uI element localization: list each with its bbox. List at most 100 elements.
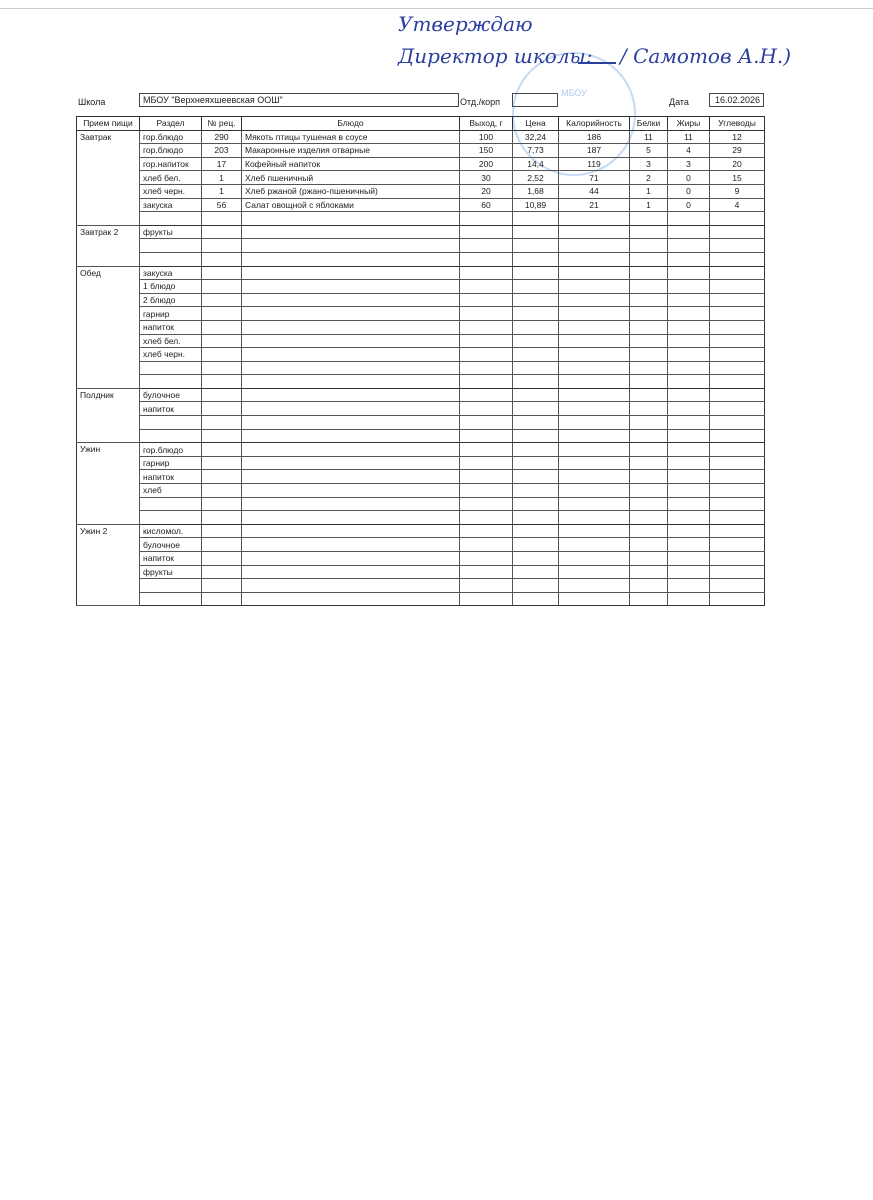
- approval-line1: Утверждаю: [398, 12, 533, 36]
- table-cell: [629, 442, 668, 457]
- table-cell: напиток: [139, 319, 202, 335]
- table-cell: [709, 211, 765, 226]
- table-cell: [512, 374, 559, 389]
- table-cell: [201, 442, 242, 457]
- table-cell: [241, 428, 460, 444]
- table-cell: [139, 428, 202, 444]
- table-cell: [201, 483, 242, 498]
- table-cell: [709, 238, 765, 253]
- table-cell: 150: [459, 143, 513, 158]
- table-cell: [512, 442, 559, 457]
- table-cell: [241, 306, 460, 321]
- table-cell: [667, 455, 710, 471]
- table-cell: [629, 510, 668, 525]
- table-cell: [241, 496, 460, 512]
- table-cell: [201, 306, 242, 321]
- table-cell: 21: [558, 197, 630, 213]
- table-cell: 187: [558, 143, 630, 158]
- table-cell: фрукты: [139, 564, 202, 580]
- table-cell: [241, 292, 460, 308]
- table-cell: [512, 333, 559, 349]
- table-row: [77, 238, 765, 253]
- table-cell: [667, 537, 710, 552]
- table-row: гарнир: [77, 306, 765, 321]
- table-cell: [629, 483, 668, 498]
- table-row: Завтрак гор.блюдо 290 Мякоть птицы тушеная …: [76, 129, 765, 226]
- table-row: [77, 428, 765, 444]
- table-cell: хлеб бел.: [139, 170, 202, 185]
- table-cell: [201, 319, 242, 335]
- table-cell: 1: [629, 197, 668, 213]
- table-cell: гарнир: [139, 306, 202, 321]
- table-cell: [459, 238, 513, 253]
- table-cell: [667, 591, 710, 607]
- table-cell: [201, 469, 242, 485]
- table-cell: [667, 238, 710, 253]
- director-signature: [578, 48, 616, 64]
- table-cell: [629, 211, 668, 226]
- meal-name: Полдник: [76, 387, 140, 444]
- table-cell: [558, 347, 630, 362]
- table-cell: [709, 333, 765, 349]
- table-cell: хлеб черн.: [139, 347, 202, 362]
- table-cell: булочное: [139, 387, 202, 403]
- table-cell: [629, 292, 668, 308]
- table-cell: [139, 510, 202, 525]
- table-cell: [201, 211, 242, 226]
- table-cell: [201, 496, 242, 512]
- table-cell: [558, 238, 630, 253]
- table-cell: 7,73: [512, 143, 559, 158]
- table-cell: [709, 496, 765, 512]
- table-cell: [512, 415, 559, 430]
- column-header: Блюдо: [241, 116, 460, 131]
- table-cell: [241, 415, 460, 430]
- date-label: Дата: [669, 97, 689, 107]
- table-cell: [558, 591, 630, 607]
- table-header: Прием пищи Раздел № рец. Блюдо Выход, г Цена К…: [76, 116, 765, 131]
- table-cell: [139, 238, 202, 253]
- table-cell: [667, 224, 710, 240]
- table-cell: [629, 496, 668, 512]
- table-cell: Салат овощной с яблоками: [241, 197, 460, 213]
- table-cell: [709, 428, 765, 444]
- table-cell: 56: [201, 197, 242, 213]
- table-row: [77, 211, 765, 226]
- table-cell: [459, 211, 513, 226]
- table-cell: [709, 374, 765, 389]
- table-cell: [558, 415, 630, 430]
- table-cell: [667, 306, 710, 321]
- table-cell: [459, 265, 513, 281]
- table-cell: [709, 292, 765, 308]
- table-cell: [629, 415, 668, 430]
- table-cell: [201, 238, 242, 253]
- table-cell: [558, 455, 630, 471]
- table-cell: 4: [667, 143, 710, 158]
- table-cell: [709, 551, 765, 566]
- table-cell: [558, 279, 630, 294]
- table-cell: 100: [459, 129, 513, 145]
- table-cell: 4: [709, 197, 765, 213]
- table-row: Обед закуска: [76, 265, 765, 389]
- table-cell: [512, 523, 559, 539]
- stamp-text: МБОУ: [561, 88, 587, 98]
- table-cell: [709, 265, 765, 281]
- table-cell: 1: [629, 183, 668, 199]
- table-cell: [201, 292, 242, 308]
- table-cell: 29: [709, 143, 765, 158]
- table-cell: [558, 265, 630, 281]
- table-cell: [241, 360, 460, 376]
- table-cell: [459, 347, 513, 362]
- table-row: Полдник булочное: [76, 387, 765, 444]
- table-cell: [459, 537, 513, 552]
- table-cell: [512, 279, 559, 294]
- table-cell: [667, 279, 710, 294]
- table-cell: [201, 279, 242, 294]
- table-cell: [139, 496, 202, 512]
- table-cell: [459, 374, 513, 389]
- table-cell: [709, 455, 765, 471]
- table-cell: [629, 374, 668, 389]
- table-cell: [558, 319, 630, 335]
- table-row: гор.блюдо 203 Макаронные изделия отварные 1…: [77, 143, 765, 158]
- table-cell: [558, 537, 630, 552]
- date-field: 16.02.2026: [709, 93, 764, 107]
